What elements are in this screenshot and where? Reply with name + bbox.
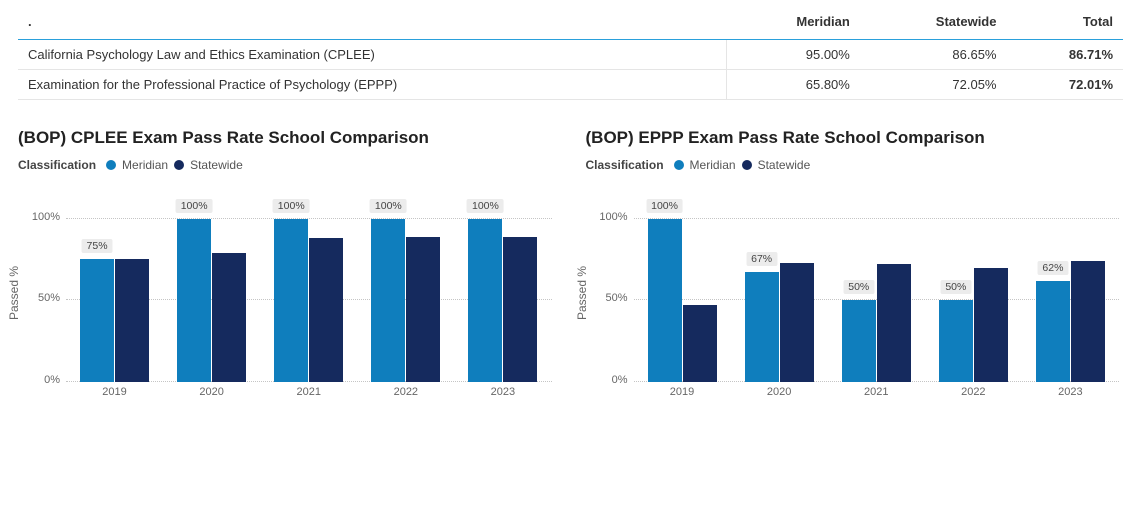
- table-row: Examination for the Professional Practic…: [18, 70, 1123, 100]
- chart-legend: Classification Meridian Statewide: [18, 158, 556, 172]
- bar-group: 50%: [925, 194, 1022, 382]
- x-tick-label: 2022: [925, 386, 1022, 408]
- x-tick-label: 2019: [634, 386, 731, 408]
- bar-group: 100%: [357, 194, 454, 382]
- bar-statewide: [115, 259, 149, 382]
- x-tick-label: 2021: [828, 386, 925, 408]
- row-label: Examination for the Professional Practic…: [18, 70, 726, 100]
- charts-row: (BOP) CPLEE Exam Pass Rate School Compar…: [18, 128, 1123, 408]
- x-labels: 20192020202120222023: [634, 386, 1120, 408]
- bar-meridian: 100%: [371, 219, 405, 382]
- row-label: California Psychology Law and Ethics Exa…: [18, 40, 726, 70]
- cell-total: 86.71%: [1006, 40, 1123, 70]
- x-tick-label: 2023: [454, 386, 551, 408]
- chart-eppp: (BOP) EPPP Exam Pass Rate School Compari…: [586, 128, 1124, 408]
- cell-statewide: 72.05%: [860, 70, 1007, 100]
- bar-group: 100%: [260, 194, 357, 382]
- legend-item-statewide: Statewide: [758, 158, 811, 172]
- bar-statewide: [780, 263, 814, 382]
- bar-meridian: 100%: [177, 219, 211, 382]
- col-header-statewide: Statewide: [860, 8, 1007, 40]
- x-tick-label: 2023: [1022, 386, 1119, 408]
- bar-statewide: [1071, 261, 1105, 382]
- plot-area: Passed % 0%50%100%75%100%100%100%100%201…: [18, 178, 556, 408]
- bar-meridian: 100%: [468, 219, 502, 382]
- plot-area: Passed % 0%50%100%100%67%50%50%62%201920…: [586, 178, 1124, 408]
- bar-meridian: 100%: [648, 219, 682, 382]
- bar-value-label: 50%: [940, 280, 971, 294]
- bar-value-label: 75%: [82, 239, 113, 253]
- legend-label: Classification: [18, 158, 96, 172]
- y-tick-label: 0%: [26, 374, 60, 386]
- swatch-meridian: [106, 160, 116, 170]
- x-labels: 20192020202120222023: [66, 386, 552, 408]
- bar-value-label: 100%: [273, 199, 310, 213]
- bar-meridian: 50%: [939, 300, 973, 382]
- bar-statewide: [406, 237, 440, 382]
- bar-statewide: [309, 238, 343, 382]
- y-tick-label: 100%: [594, 211, 628, 223]
- bar-group: 50%: [828, 194, 925, 382]
- y-axis-label: Passed %: [575, 266, 589, 320]
- x-tick-label: 2021: [260, 386, 357, 408]
- bar-statewide: [212, 253, 246, 382]
- bar-statewide: [877, 264, 911, 382]
- swatch-statewide: [174, 160, 184, 170]
- y-tick-label: 0%: [594, 374, 628, 386]
- chart-title: (BOP) CPLEE Exam Pass Rate School Compar…: [18, 128, 556, 148]
- x-tick-label: 2022: [357, 386, 454, 408]
- bars-area: 75% 100% 100% 100% 100%: [66, 194, 552, 382]
- bar-group: 75%: [66, 194, 163, 382]
- swatch-meridian: [674, 160, 684, 170]
- chart-legend: Classification Meridian Statewide: [586, 158, 1124, 172]
- bar-group: 100%: [454, 194, 551, 382]
- cell-meridian: 65.80%: [726, 70, 860, 100]
- col-header-total: Total: [1006, 8, 1123, 40]
- bar-statewide: [974, 268, 1008, 382]
- bar-meridian: 75%: [80, 259, 114, 382]
- pass-rate-table: . Meridian Statewide Total California Ps…: [18, 8, 1123, 100]
- x-tick-label: 2019: [66, 386, 163, 408]
- legend-item-meridian: Meridian: [122, 158, 168, 172]
- bar-group: 62%: [1022, 194, 1119, 382]
- cell-total: 72.01%: [1006, 70, 1123, 100]
- bar-value-label: 67%: [746, 252, 777, 266]
- bar-meridian: 62%: [1036, 281, 1070, 382]
- chart-cplee: (BOP) CPLEE Exam Pass Rate School Compar…: [18, 128, 556, 408]
- bar-meridian: 50%: [842, 300, 876, 382]
- bar-value-label: 100%: [467, 199, 504, 213]
- y-tick-label: 50%: [26, 292, 60, 304]
- bar-meridian: 67%: [745, 272, 779, 382]
- legend-item-statewide: Statewide: [190, 158, 243, 172]
- cell-statewide: 86.65%: [860, 40, 1007, 70]
- cell-meridian: 95.00%: [726, 40, 860, 70]
- bar-group: 100%: [634, 194, 731, 382]
- chart-title: (BOP) EPPP Exam Pass Rate School Compari…: [586, 128, 1124, 148]
- y-tick-label: 50%: [594, 292, 628, 304]
- table-row: California Psychology Law and Ethics Exa…: [18, 40, 1123, 70]
- bar-statewide: [503, 237, 537, 382]
- bar-meridian: 100%: [274, 219, 308, 382]
- swatch-statewide: [742, 160, 752, 170]
- legend-item-meridian: Meridian: [690, 158, 736, 172]
- bar-value-label: 50%: [843, 280, 874, 294]
- x-tick-label: 2020: [731, 386, 828, 408]
- bar-value-label: 100%: [176, 199, 213, 213]
- y-tick-label: 100%: [26, 211, 60, 223]
- legend-label: Classification: [586, 158, 664, 172]
- x-tick-label: 2020: [163, 386, 260, 408]
- bar-group: 67%: [731, 194, 828, 382]
- bar-statewide: [683, 305, 717, 382]
- bar-value-label: 62%: [1037, 261, 1068, 275]
- bar-group: 100%: [163, 194, 260, 382]
- y-axis-label: Passed %: [7, 266, 21, 320]
- bars-area: 100% 67% 50% 50% 62%: [634, 194, 1120, 382]
- col-header-name: .: [18, 8, 726, 40]
- col-header-meridian: Meridian: [726, 8, 860, 40]
- bar-value-label: 100%: [370, 199, 407, 213]
- bar-value-label: 100%: [646, 199, 683, 213]
